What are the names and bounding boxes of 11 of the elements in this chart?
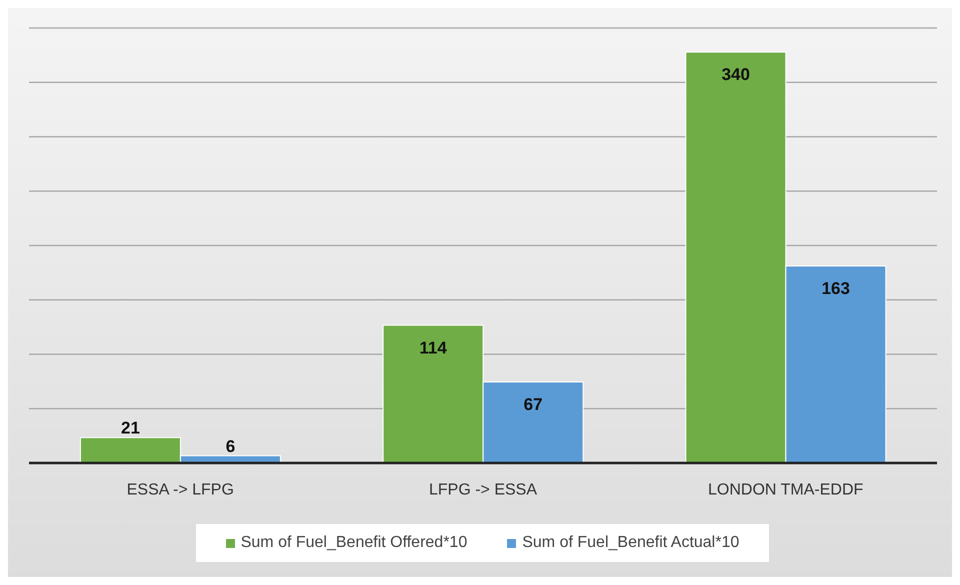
legend-label: Sum of Fuel_Benefit Actual*10: [521, 534, 740, 552]
data-label: 163: [822, 279, 850, 298]
data-label: 114: [419, 338, 448, 358]
data-label: 21: [120, 418, 140, 438]
data-label: 6: [226, 436, 236, 456]
x-tick-label: ESSA -> LFPG: [126, 481, 234, 498]
data-label: 340: [722, 65, 750, 84]
text: Sum of Fuel_Benefit Offered*10: [240, 534, 468, 552]
x-tick-label: LFPG -> ESSA: [428, 481, 538, 498]
data-label: 67: [524, 395, 543, 414]
x-tick-label: LONDON TMA-EDDF: [708, 481, 864, 498]
